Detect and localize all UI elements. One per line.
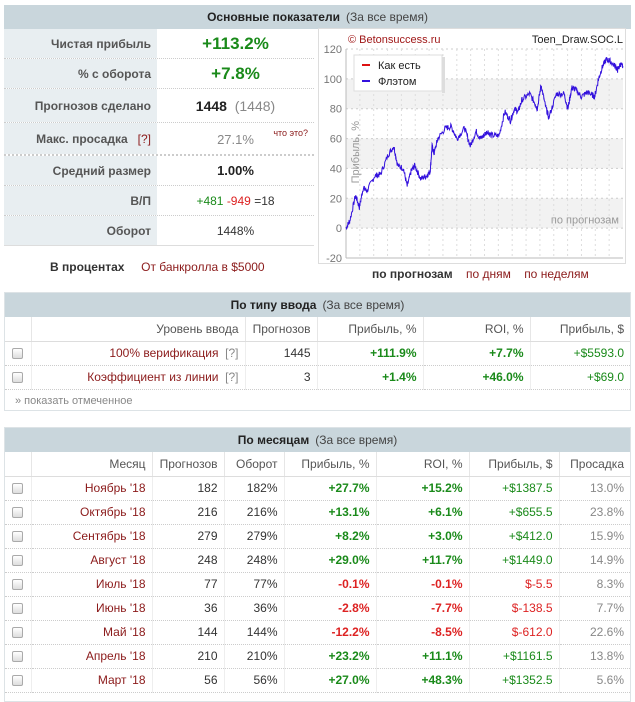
y-tick-label: 20 bbox=[330, 193, 342, 205]
y-axis-label: Прибыль, % bbox=[350, 121, 362, 184]
entry-type-table: Уровень ввода Прогнозов Прибыль, % ROI, % Пр… bbox=[5, 317, 630, 390]
chart-box: 120 100 80 60 40 20 0 -20 © Betonsuccess.ru Toen_… bbox=[318, 28, 626, 265]
help-link[interactable]: [?] bbox=[225, 346, 239, 360]
show-marked-link[interactable]: » показать отмеченное bbox=[15, 394, 133, 407]
months-header: По месяцам (За все время) bbox=[5, 428, 630, 452]
entry-type-link[interactable]: Коэффициент из линии bbox=[87, 370, 219, 384]
y-tick-label: 60 bbox=[330, 134, 342, 146]
stat-net-profit: Чистая прибыль +113.2% bbox=[4, 29, 314, 59]
month-link[interactable]: Апрель '18 bbox=[85, 649, 146, 663]
entry-type-panel: По типу ввода (За все время) Уровень ввод… bbox=[4, 292, 631, 411]
y-tick-label: 40 bbox=[330, 163, 342, 175]
row-checkbox[interactable] bbox=[12, 531, 24, 543]
chart-tab-predictions[interactable]: по прогнозам bbox=[372, 267, 453, 281]
row-checkbox[interactable] bbox=[12, 675, 24, 687]
y-tick-label: 0 bbox=[336, 223, 342, 235]
y-tick-label: -20 bbox=[326, 253, 342, 265]
row-checkbox[interactable] bbox=[12, 348, 24, 360]
chart-strategy-name: Toen_Draw.SOC.L bbox=[532, 34, 623, 46]
month-link[interactable]: Ноябрь '18 bbox=[84, 481, 146, 495]
series-line-flat bbox=[345, 57, 624, 230]
main-stats-panel: Основные показатели (За все время) Чистая… bbox=[4, 5, 631, 281]
month-link[interactable]: Март '18 bbox=[97, 673, 146, 687]
y-tick-label: 80 bbox=[330, 104, 342, 116]
row-checkbox[interactable] bbox=[12, 483, 24, 495]
table-row: Сентябрь '18 279 279% +8.2% +3.0% +$412.… bbox=[5, 524, 630, 549]
months-panel: По месяцам (За все время) Месяц Прогнозов О… bbox=[4, 427, 631, 702]
table-row: Июнь '18 36 36% -2.8% -7.7% $-138.5 7.7% bbox=[5, 596, 630, 621]
mode-tab-bankroll[interactable]: От банкролла в $5000 bbox=[141, 260, 265, 274]
profit-chart: 120 100 80 60 40 20 0 -20 © Betonsuccess.ru Toen_… bbox=[324, 34, 624, 265]
table-header-row: Месяц Прогнозов Оборот Прибыль, % ROI, % Приб… bbox=[5, 452, 630, 477]
table-row: Коэффициент из линии [?] 3 +1.4% +46.0% … bbox=[5, 365, 630, 390]
mode-tabs: В процентах От банкролла в $5000 bbox=[50, 260, 265, 274]
table-header-row: Уровень ввода Прогнозов Прибыль, % ROI, % Пр… bbox=[5, 317, 630, 342]
legend-label-flat: Флэтом bbox=[378, 76, 416, 88]
stat-predictions: Прогнозов сделано 1448 (1448) bbox=[4, 89, 314, 123]
table-row: Май '18 144 144% -12.2% -8.5% $-612.0 22… bbox=[5, 620, 630, 645]
table-row: Октябрь '18 216 216% +13.1% +6.1% +$655.… bbox=[5, 500, 630, 525]
month-link[interactable]: Май '18 bbox=[103, 625, 146, 639]
stat-win-loss: В/П +481 -949 =18 bbox=[4, 186, 314, 216]
table-row: Март '18 56 56% +27.0% +48.3% +$1352.5 5… bbox=[5, 668, 630, 693]
row-checkbox[interactable] bbox=[12, 507, 24, 519]
table-row: Ноябрь '18 182 182% +27.7% +15.2% +$1387… bbox=[5, 476, 630, 501]
table-row: Июль '18 77 77% -0.1% -0.1% $-5.5 8.3% bbox=[5, 572, 630, 597]
entry-type-link[interactable]: 100% верификация bbox=[109, 346, 219, 360]
month-link[interactable]: Сентябрь '18 bbox=[72, 529, 146, 543]
legend-label-as-is: Как есть bbox=[378, 60, 421, 72]
chart-tab-days[interactable]: по дням bbox=[465, 267, 511, 281]
row-checkbox[interactable] bbox=[12, 579, 24, 591]
chart-watermark: по прогнозам bbox=[551, 215, 619, 227]
month-link[interactable]: Октябрь '18 bbox=[80, 505, 146, 519]
month-link[interactable]: Июль '18 bbox=[95, 577, 146, 591]
row-checkbox[interactable] bbox=[12, 627, 24, 639]
months-table: Месяц Прогнозов Оборот Прибыль, % ROI, % Приб… bbox=[5, 452, 630, 693]
table-row: Апрель '18 210 210% +23.2% +11.1% +$1161… bbox=[5, 644, 630, 669]
main-stats-header: Основные показатели (За все время) bbox=[4, 5, 631, 29]
stat-turnover-pct: % с оборота +7.8% bbox=[4, 59, 314, 89]
row-checkbox[interactable] bbox=[12, 555, 24, 567]
y-tick-label: 100 bbox=[324, 74, 342, 86]
row-checkbox[interactable] bbox=[12, 603, 24, 615]
help-link[interactable]: [?] bbox=[225, 370, 239, 384]
row-checkbox[interactable] bbox=[12, 651, 24, 663]
what-is-this-link[interactable]: что это? bbox=[273, 128, 308, 138]
mode-tab-percent[interactable]: В процентах bbox=[50, 260, 125, 274]
stat-avg-size: Средний размер 1.00% bbox=[4, 156, 314, 186]
table-row: Август '18 248 248% +29.0% +11.7% +$1449… bbox=[5, 548, 630, 573]
month-link[interactable]: Август '18 bbox=[90, 553, 146, 567]
y-tick-label: 120 bbox=[324, 44, 342, 56]
drawdown-help-link[interactable]: [?] bbox=[137, 132, 151, 146]
grid-band bbox=[346, 198, 623, 229]
entry-type-header: По типу ввода (За все время) bbox=[5, 293, 630, 317]
stat-max-drawdown: Макс. просадка [?] 27.1% что это? bbox=[4, 123, 314, 156]
stats-list: Чистая прибыль +113.2% % с оборота +7.8% П… bbox=[4, 29, 314, 246]
chart-copyright: © Betonsuccess.ru bbox=[348, 34, 440, 46]
table-row: 100% верификация [?] 1445 +111.9% +7.7% … bbox=[5, 341, 630, 366]
month-link[interactable]: Июнь '18 bbox=[96, 601, 146, 615]
chart-tabs: по прогнозам по дням по неделям bbox=[372, 267, 589, 281]
row-checkbox[interactable] bbox=[12, 372, 24, 384]
legend-box bbox=[353, 54, 443, 92]
stat-turnover: Оборот 1448% bbox=[4, 216, 314, 246]
legend-shadow bbox=[442, 57, 445, 93]
chart-tab-weeks[interactable]: по неделям bbox=[524, 267, 589, 281]
grid-band bbox=[346, 138, 623, 169]
